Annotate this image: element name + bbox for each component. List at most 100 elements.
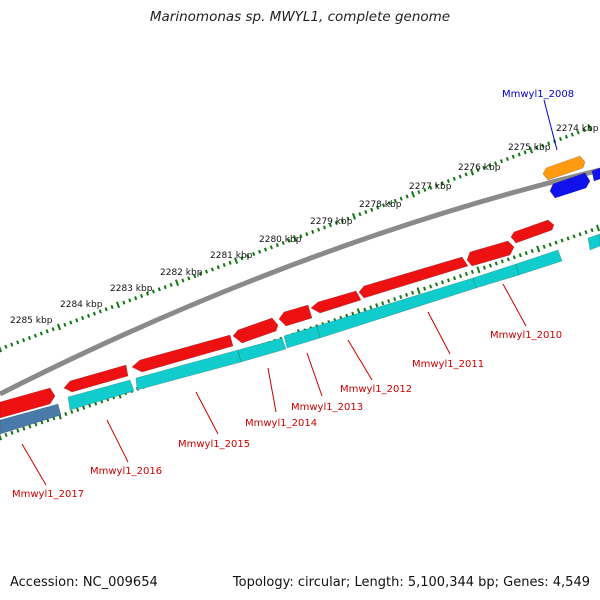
outer-scale-ticks bbox=[0, 124, 593, 353]
leader-line bbox=[347, 339, 373, 381]
scale-label: 2278 kbp bbox=[359, 200, 402, 210]
scale-tick bbox=[169, 282, 173, 287]
scale-tick bbox=[210, 267, 214, 272]
gene-arrow bbox=[63, 364, 129, 393]
scale-tick bbox=[104, 307, 108, 312]
gene-labels: Mmwyl1_2008 Mmwyl1_2010 Mmwyl1_2011 Mmwyl1_… bbox=[12, 89, 574, 500]
scale-tick bbox=[45, 329, 49, 334]
scale-tick bbox=[429, 284, 433, 289]
scale-tick bbox=[530, 248, 534, 254]
scale-tick bbox=[476, 167, 480, 173]
gene-label: Mmwyl1_2015 bbox=[178, 439, 250, 450]
scale-tick bbox=[506, 257, 510, 262]
gene-arrow bbox=[278, 304, 313, 327]
scale-tick bbox=[590, 228, 594, 233]
gene-arrow bbox=[131, 334, 234, 373]
scale-label: 2275 kbp bbox=[508, 143, 551, 153]
scale-tick bbox=[511, 154, 515, 159]
scale-labels: 2285 kbp 2284 kbp 2283 kbp 2282 kbp 2281 kbp… bbox=[10, 124, 599, 326]
scale-tick bbox=[181, 278, 185, 283]
scale-tick bbox=[423, 187, 427, 192]
gene-label: Mmwyl1_2017 bbox=[12, 489, 84, 500]
gene-arrow bbox=[549, 172, 591, 199]
scale-tick bbox=[0, 434, 3, 441]
scale-tick bbox=[470, 269, 474, 274]
gene-label: Mmwyl1_2016 bbox=[90, 466, 162, 477]
scale-tick bbox=[10, 430, 14, 435]
scale-tick bbox=[204, 269, 209, 274]
scale-tick bbox=[469, 168, 475, 176]
genome-backbone bbox=[0, 167, 600, 397]
scale-tick bbox=[75, 318, 79, 323]
gene-arrow bbox=[0, 387, 56, 419]
scale-tick bbox=[494, 161, 498, 166]
scale-tick bbox=[523, 150, 527, 155]
scale-tick bbox=[572, 234, 576, 239]
gene-cds bbox=[587, 233, 600, 251]
scale-tick bbox=[410, 190, 416, 198]
scale-tick bbox=[40, 420, 44, 425]
scale-tick bbox=[500, 259, 504, 264]
label-leader-lines bbox=[21, 99, 558, 486]
gene-cds bbox=[67, 379, 135, 411]
scale-tick bbox=[10, 342, 14, 347]
scale-tick bbox=[263, 247, 268, 252]
scale-tick bbox=[39, 331, 43, 336]
gene-cds bbox=[283, 325, 321, 349]
scale-tick bbox=[351, 311, 355, 316]
scale-tick bbox=[163, 285, 167, 290]
gene-label: Mmwyl1_2008 bbox=[502, 89, 574, 100]
scale-tick bbox=[322, 225, 327, 230]
scale-tick bbox=[51, 327, 55, 332]
scale-label: 2279 kbp bbox=[310, 217, 353, 227]
scale-tick bbox=[528, 146, 534, 154]
scale-tick bbox=[536, 245, 541, 253]
scale-tick bbox=[33, 333, 37, 338]
scale-tick bbox=[524, 251, 528, 256]
leader-line bbox=[267, 367, 277, 413]
scale-tick bbox=[399, 196, 403, 201]
scale-tick bbox=[246, 254, 250, 259]
scale-tick bbox=[446, 278, 451, 283]
scale-tick bbox=[452, 276, 457, 281]
leader-line bbox=[306, 352, 323, 397]
scale-label: 2277 kbp bbox=[409, 182, 452, 192]
scale-tick bbox=[275, 243, 279, 248]
scale-tick bbox=[518, 253, 522, 258]
scale-tick bbox=[64, 411, 68, 417]
scale-tick bbox=[216, 265, 220, 270]
scale-tick bbox=[405, 194, 409, 199]
scale-tick bbox=[305, 232, 309, 237]
scale-tick bbox=[554, 240, 558, 245]
scale-tick bbox=[269, 245, 273, 250]
scale-tick bbox=[0, 346, 3, 353]
scale-tick bbox=[157, 287, 161, 292]
scale-tick bbox=[512, 255, 516, 260]
scale-tick bbox=[440, 181, 445, 186]
scale-tick bbox=[464, 172, 468, 177]
scale-tick bbox=[387, 201, 391, 206]
scale-tick bbox=[287, 238, 291, 243]
scale-label: 2285 kbp bbox=[10, 316, 53, 326]
scale-tick bbox=[240, 256, 244, 261]
scale-tick bbox=[570, 132, 574, 137]
leader-line bbox=[195, 391, 219, 435]
leader-line bbox=[21, 443, 47, 486]
gene-arrow bbox=[0, 403, 62, 435]
scale-tick bbox=[458, 174, 462, 179]
scale-tick bbox=[187, 276, 191, 281]
scale-label: 2282 kbp bbox=[160, 268, 203, 278]
scale-tick bbox=[505, 156, 509, 161]
scale-tick bbox=[535, 145, 539, 150]
scale-tick bbox=[88, 403, 92, 408]
scale-tick bbox=[16, 340, 20, 345]
scale-tick bbox=[69, 320, 73, 325]
scale-tick bbox=[27, 335, 32, 340]
scale-label: 2274 kbp bbox=[556, 124, 599, 134]
scale-tick bbox=[393, 198, 397, 203]
scale-tick bbox=[393, 297, 397, 302]
scale-tick bbox=[548, 242, 552, 247]
scale-tick bbox=[376, 205, 380, 210]
scale-tick bbox=[576, 130, 580, 135]
